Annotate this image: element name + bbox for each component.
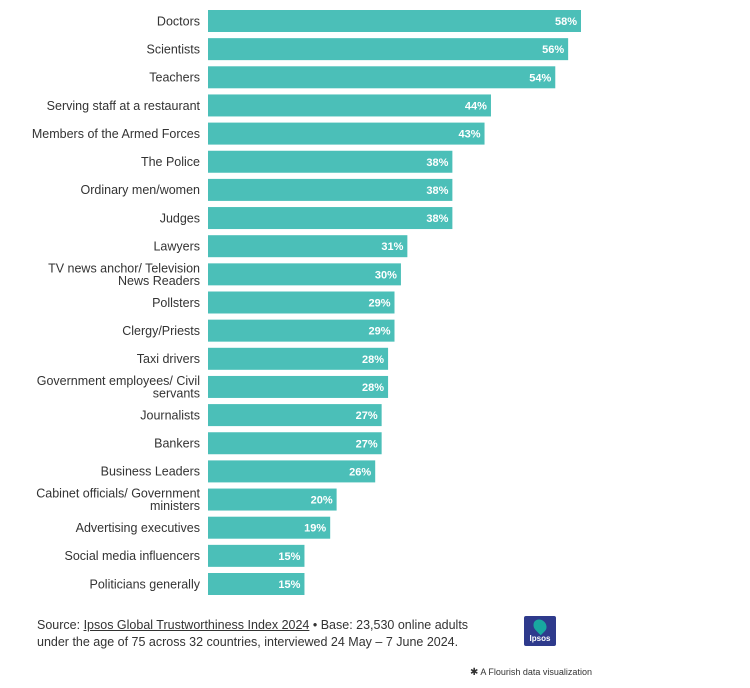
value-label-the-police: 38% bbox=[426, 157, 448, 169]
flourish-star-icon: ✱ bbox=[470, 667, 479, 678]
category-label-social-media-influencers: Social media influencers bbox=[65, 549, 201, 563]
bar-politicians-generally bbox=[208, 573, 305, 595]
category-label-serving-staff-at-a-restaurant: Serving staff at a restaurant bbox=[47, 99, 201, 113]
bar-scientists bbox=[208, 38, 569, 61]
bar-judges bbox=[208, 207, 453, 230]
value-label-ordinary-men-women: 38% bbox=[426, 185, 448, 197]
value-label-cabinet-officials-government-ministers: 20% bbox=[311, 495, 333, 507]
category-label-ordinary-men-women: Ordinary men/women bbox=[81, 183, 201, 197]
bar-tv-news-anchor-television-news-readers bbox=[208, 263, 401, 286]
value-label-government-employees-civil-servants: 28% bbox=[362, 382, 384, 394]
value-label-pollsters: 29% bbox=[368, 298, 390, 310]
bar-journalists bbox=[208, 404, 382, 427]
bar-social-media-influencers bbox=[208, 544, 305, 567]
value-label-tv-news-anchor-television-news-readers: 30% bbox=[375, 269, 397, 281]
category-label-politicians-generally: Politicians generally bbox=[90, 577, 201, 591]
logo-drop-icon bbox=[530, 616, 550, 636]
flourish-credit-text: A Flourish data visualization bbox=[480, 667, 592, 677]
bar-business-leaders bbox=[208, 460, 376, 483]
value-label-clergy-priests: 29% bbox=[368, 326, 390, 338]
value-label-members-of-the-armed-forces: 43% bbox=[459, 129, 481, 141]
bar-government-employees-civil-servants bbox=[208, 375, 389, 398]
category-label-government-employees-civil-servants: Government employees/ Civil servants bbox=[37, 374, 200, 401]
logo-text: Ipsos bbox=[529, 634, 551, 643]
value-label-judges: 38% bbox=[426, 213, 448, 225]
bar-serving-staff-at-a-restaurant bbox=[208, 94, 491, 117]
source-note: Source: Ipsos Global Trustworthiness Ind… bbox=[37, 617, 477, 651]
category-label-judges: Judges bbox=[160, 211, 200, 225]
category-label-advertising-executives: Advertising executives bbox=[76, 521, 200, 535]
value-label-social-media-influencers: 15% bbox=[278, 551, 300, 563]
bar-the-police bbox=[208, 150, 453, 173]
category-label-business-leaders: Business Leaders bbox=[101, 465, 200, 479]
category-label-pollsters: Pollsters bbox=[152, 296, 200, 310]
category-label-journalists: Journalists bbox=[140, 408, 200, 422]
bar-taxi-drivers bbox=[208, 347, 389, 370]
value-label-politicians-generally: 15% bbox=[278, 579, 300, 591]
value-label-journalists: 27% bbox=[356, 410, 378, 422]
category-label-the-police: The Police bbox=[141, 155, 200, 169]
category-label-scientists: Scientists bbox=[147, 42, 201, 56]
source-link[interactable]: Ipsos Global Trustworthiness Index 2024 bbox=[83, 618, 310, 632]
bar-doctors bbox=[208, 10, 581, 32]
source-details: • Base: 23,530 online adults under the a… bbox=[37, 618, 469, 649]
value-label-serving-staff-at-a-restaurant: 44% bbox=[465, 100, 487, 112]
category-label-lawyers: Lawyers bbox=[153, 240, 200, 254]
ipsos-logo: Ipsos bbox=[524, 616, 556, 646]
bar-advertising-executives bbox=[208, 516, 331, 539]
category-label-tv-news-anchor-television-news-readers: TV news anchor/ Television News Readers bbox=[48, 261, 200, 288]
category-label-cabinet-officials-government-ministers: Cabinet officials/ Government ministers bbox=[36, 487, 200, 513]
value-label-lawyers: 31% bbox=[381, 241, 403, 253]
bar-ordinary-men-women bbox=[208, 178, 453, 201]
bar-cabinet-officials-government-ministers bbox=[208, 488, 337, 511]
category-label-taxi-drivers: Taxi drivers bbox=[137, 352, 200, 366]
source-prefix: Source: bbox=[37, 618, 84, 632]
bar-clergy-priests bbox=[208, 319, 395, 342]
bar-bankers bbox=[208, 432, 382, 455]
value-label-teachers: 54% bbox=[529, 72, 551, 84]
flourish-credit[interactable]: ✱ A Flourish data visualization bbox=[470, 667, 592, 678]
category-label-clergy-priests: Clergy/Priests bbox=[122, 324, 200, 338]
value-label-bankers: 27% bbox=[356, 438, 378, 450]
value-label-scientists: 56% bbox=[542, 44, 564, 56]
value-label-advertising-executives: 19% bbox=[304, 523, 326, 535]
category-label-bankers: Bankers bbox=[154, 437, 200, 451]
bar-pollsters bbox=[208, 291, 395, 314]
value-label-business-leaders: 26% bbox=[349, 466, 371, 478]
value-label-doctors: 58% bbox=[555, 16, 577, 28]
bar-lawyers bbox=[208, 235, 408, 258]
bar-teachers bbox=[208, 66, 556, 89]
value-label-taxi-drivers: 28% bbox=[362, 354, 384, 366]
category-label-members-of-the-armed-forces: Members of the Armed Forces bbox=[32, 127, 200, 141]
bar-chart: Doctors 58% Scientists 56% Teachers 54% Servin… bbox=[32, 10, 581, 595]
category-label-doctors: Doctors bbox=[157, 14, 200, 28]
bar-members-of-the-armed-forces bbox=[208, 122, 485, 145]
category-label-teachers: Teachers bbox=[149, 71, 200, 85]
